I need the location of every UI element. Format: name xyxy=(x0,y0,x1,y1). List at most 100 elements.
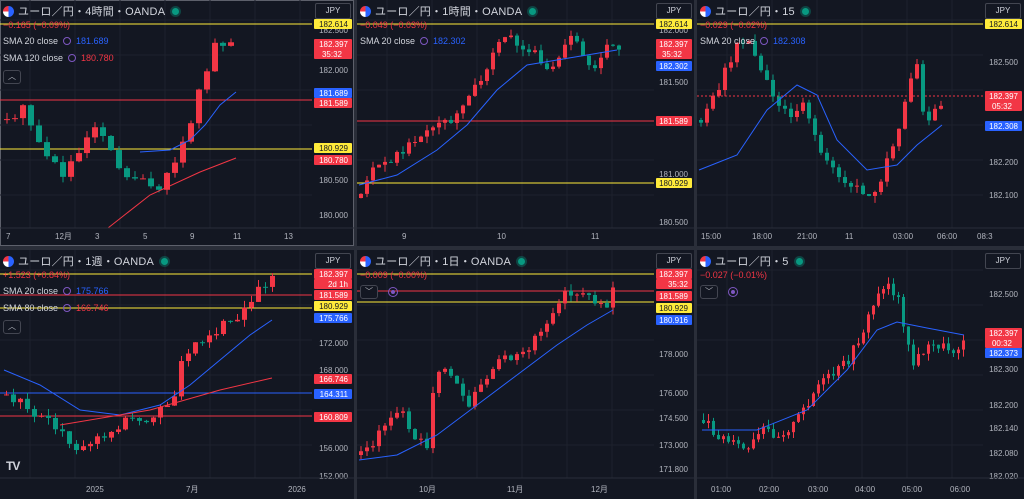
expand-legend-button[interactable]: ﹀ xyxy=(360,285,378,299)
candle-body xyxy=(927,111,931,121)
price-tag-label: 181.689 xyxy=(319,89,348,98)
chart-pane-1d[interactable]: 178.000 176.000 174.500 173.000 171.800 10月 11… xyxy=(357,250,694,499)
indicators-settings-icon[interactable] xyxy=(728,287,738,297)
candle-body xyxy=(419,136,423,142)
indicator-settings-icon[interactable] xyxy=(420,37,429,45)
indicator-sma20[interactable]: SMA 20 close 182.302 xyxy=(360,34,536,48)
expand-legend-button[interactable]: ﹀ xyxy=(700,285,718,299)
candle-body xyxy=(365,180,369,194)
candle-body xyxy=(932,344,935,346)
currency-button[interactable]: JPY xyxy=(315,253,351,269)
currency-button[interactable]: JPY xyxy=(656,253,692,269)
currency-button[interactable]: JPY xyxy=(656,3,692,19)
price-tag xyxy=(314,98,352,108)
candle-body xyxy=(545,323,549,332)
candle-body xyxy=(137,418,142,421)
indicator-sma80[interactable]: SMA 80 close 166.746 xyxy=(3,301,168,315)
candle-body xyxy=(827,373,830,379)
sma-line xyxy=(139,91,237,153)
currency-button[interactable]: JPY xyxy=(985,3,1021,19)
candle-body xyxy=(832,373,835,376)
indicator-sma20[interactable]: SMA 20 close 175.766 xyxy=(3,284,168,298)
candle-body xyxy=(221,320,226,335)
time-axis-label: 7月 xyxy=(186,485,198,494)
indicator-settings-icon[interactable] xyxy=(63,287,72,295)
symbol-title[interactable]: ユーロ／円・4時間・OANDA xyxy=(18,6,166,18)
candle-body xyxy=(497,41,501,53)
candle-body xyxy=(705,108,709,123)
indicator-value: 182.308 xyxy=(773,36,806,46)
collapse-legend-button[interactable]: ︿ xyxy=(3,70,21,84)
candle-body xyxy=(927,344,930,354)
chart-canvas[interactable]: 182.500 182.300 182.200 182.140 182.080 182.0… xyxy=(697,250,1024,499)
time-axis-label: 03:00 xyxy=(893,232,914,241)
time-axis-label: 18:00 xyxy=(752,232,773,241)
symbol-title[interactable]: ユーロ／円・1週・OANDA xyxy=(18,256,155,268)
candle-body xyxy=(165,405,170,408)
candle-body xyxy=(503,37,507,42)
candle-body xyxy=(443,368,447,372)
price-tag xyxy=(656,61,692,71)
candle-body xyxy=(12,118,18,120)
chart-pane-15m[interactable]: 182.500182.400182.200182.10015:0018:0021… xyxy=(697,0,1024,246)
candle-body xyxy=(395,412,399,418)
indicator-label: SMA 120 close xyxy=(3,53,64,63)
chart-pane-1w[interactable]: 172.000 168.000 156.000 152.000 2025 7月 2026 18… xyxy=(0,250,354,499)
indicator-settings-icon[interactable] xyxy=(63,37,72,45)
candle-body xyxy=(533,335,537,351)
price-axis-label: 152.000 xyxy=(319,472,348,481)
indicator-settings-icon[interactable] xyxy=(63,304,72,312)
time-axis-label: 21:00 xyxy=(797,232,818,241)
chart-pane-1h[interactable]: 182.000 181.500 181.000 180.500 9 10 11 182.614… xyxy=(357,0,694,246)
candle-body xyxy=(879,181,883,193)
indicators-settings-icon[interactable] xyxy=(388,287,398,297)
symbol-title[interactable]: ユーロ／円・1時間・OANDA xyxy=(375,6,523,18)
symbol-title[interactable]: ユーロ／円・15 xyxy=(715,6,795,18)
candle-body xyxy=(782,435,785,437)
indicator-sma120[interactable]: SMA 120 close 180.780 xyxy=(3,51,179,65)
chart-canvas[interactable]: 178.000 176.000 174.500 173.000 171.800 10月 11… xyxy=(357,250,694,499)
candle-body xyxy=(593,295,597,304)
price-change: −0.049 (−0.03%) xyxy=(360,20,428,30)
candle-body xyxy=(937,344,940,349)
candle-body xyxy=(593,65,597,69)
price-tag-label: 35:32 xyxy=(668,280,689,289)
candle-body xyxy=(599,57,603,69)
candle-body xyxy=(563,44,567,58)
indicator-sma20[interactable]: SMA 20 close 182.308 xyxy=(700,34,809,48)
chart-canvas[interactable]: 182.500 182.000 180.500 180.000 7 12月 3 5 9 11 13 1… xyxy=(0,0,354,246)
chart-pane-4h[interactable]: 182.500 182.000 180.500 180.000 7 12月 3 5 9 11 13 1… xyxy=(0,0,354,246)
indicator-settings-icon[interactable] xyxy=(760,37,769,45)
chart-pane-5m[interactable]: 182.500 182.300 182.200 182.140 182.080 182.0… xyxy=(697,250,1024,499)
candle-body xyxy=(885,158,889,182)
candle-body xyxy=(4,394,9,396)
price-change: +1.523 (+0.84%) xyxy=(3,270,71,280)
symbol-title[interactable]: ユーロ／円・1日・OANDA xyxy=(375,256,512,268)
candle-body xyxy=(461,105,465,114)
candle-body xyxy=(383,161,387,165)
price-tag-label: 160.809 xyxy=(319,413,348,422)
time-axis-label: 3 xyxy=(95,232,100,241)
candle-body xyxy=(605,303,609,308)
currency-button[interactable]: JPY xyxy=(985,253,1021,269)
chart-canvas[interactable]: 182.500182.400182.200182.10015:0018:0021… xyxy=(697,0,1024,246)
chart-canvas[interactable]: 182.000 181.500 181.000 180.500 9 10 11 182.614… xyxy=(357,0,694,246)
price-axis-label: 182.500 xyxy=(989,58,1018,67)
candle-body xyxy=(521,351,525,355)
indicator-settings-icon[interactable] xyxy=(68,54,77,62)
collapse-legend-button[interactable]: ︿ xyxy=(3,320,21,334)
currency-button[interactable]: JPY xyxy=(315,3,351,19)
price-axis-label: 182.300 xyxy=(989,365,1018,374)
sma-line xyxy=(3,319,273,416)
candle-body xyxy=(777,96,781,106)
symbol-title[interactable]: ユーロ／円・5 xyxy=(715,256,789,268)
indicator-sma20[interactable]: SMA 20 close 181.689 xyxy=(3,34,179,48)
candle-body xyxy=(837,366,840,376)
candle-body xyxy=(717,90,721,96)
candle-body xyxy=(897,295,900,297)
tradingview-logo[interactable]: TV xyxy=(6,459,20,473)
market-open-icon xyxy=(172,7,180,15)
candle-body xyxy=(123,417,128,430)
chart-canvas[interactable]: 172.000 168.000 156.000 152.000 2025 7月 2026 18… xyxy=(0,250,354,499)
